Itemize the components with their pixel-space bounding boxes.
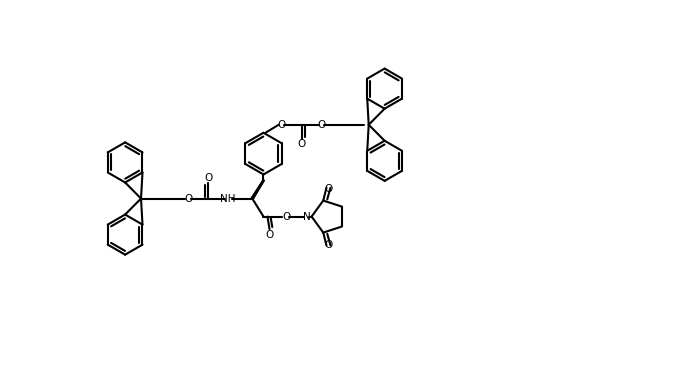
Text: O: O <box>324 240 332 250</box>
Polygon shape <box>251 181 265 199</box>
Text: O: O <box>282 211 291 222</box>
Text: O: O <box>324 184 332 194</box>
Text: N: N <box>302 211 310 222</box>
Text: O: O <box>265 230 274 240</box>
Text: O: O <box>298 139 306 149</box>
Text: O: O <box>204 173 212 182</box>
Text: O: O <box>318 120 326 130</box>
Text: O: O <box>278 120 286 130</box>
Text: NH: NH <box>220 194 236 203</box>
Text: O: O <box>184 194 192 203</box>
